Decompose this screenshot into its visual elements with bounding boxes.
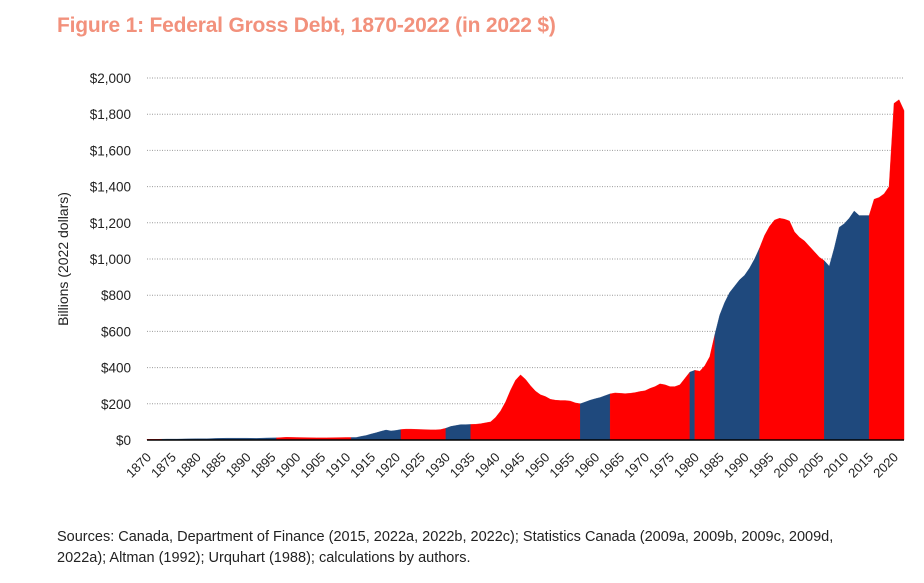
area-segment-1921-1930 — [400, 427, 447, 441]
area-segment-1984-1993 — [714, 248, 760, 441]
area-segment-1911-1921 — [350, 429, 402, 441]
x-tick-label: 1990 — [721, 450, 752, 481]
sources-note: Sources: Canada, Department of Finance (… — [57, 529, 834, 566]
x-tick-label: 1945 — [497, 450, 528, 481]
x-tick-label: 1940 — [472, 450, 503, 481]
y-tick-label: $1,200 — [90, 216, 131, 231]
x-tick-label: 1890 — [223, 450, 254, 481]
area-segment-1930-1935 — [445, 424, 471, 441]
x-tick-label: 1935 — [447, 450, 478, 481]
chart-title: Figure 1: Federal Gross Debt, 1870-2022 … — [57, 14, 556, 37]
y-tick-label: $1,000 — [90, 252, 131, 267]
x-tick-label: 2005 — [795, 450, 826, 481]
x-tick-label: 1955 — [546, 450, 577, 481]
area-segment-2006-2015 — [824, 210, 870, 441]
x-tick-label: 1885 — [198, 450, 229, 481]
x-tick-label: 2000 — [770, 450, 801, 481]
area-segment-1957-1963 — [580, 393, 611, 441]
x-tick-label: 1875 — [148, 450, 179, 481]
y-tick-label: $1,600 — [90, 143, 131, 158]
x-tick-label: 1995 — [746, 450, 777, 481]
y-tick-label: $400 — [101, 361, 131, 376]
x-tick-label: 1930 — [422, 450, 453, 481]
x-tick-label: 1925 — [397, 450, 428, 481]
x-tick-label: 1905 — [297, 450, 328, 481]
area-segment-1979-1980 — [689, 370, 696, 441]
x-tick-label: 1895 — [248, 450, 279, 481]
y-tick-label: $800 — [101, 288, 131, 303]
area-segment-1993-2006 — [759, 218, 825, 441]
y-tick-label: $1,800 — [90, 107, 131, 122]
x-tick-label: 2010 — [820, 450, 851, 481]
x-tick-label: 1975 — [646, 450, 677, 481]
debt-areas — [146, 99, 905, 441]
area-segment-2015-2022 — [868, 99, 905, 441]
y-axis-label: Billions (2022 dollars) — [55, 192, 71, 326]
y-tick-label: $200 — [101, 397, 131, 412]
x-tick-label: 1870 — [123, 450, 154, 481]
y-tick-label: $600 — [101, 324, 131, 339]
x-tick-label: 1985 — [696, 450, 727, 481]
y-tick-label: $0 — [116, 433, 131, 448]
x-tick-label: 1910 — [322, 450, 353, 481]
x-tick-label: 1965 — [596, 450, 627, 481]
x-tick-label: 1980 — [671, 450, 702, 481]
x-tick-label: 2020 — [870, 450, 901, 481]
debt-area-chart: $0 $200 $400 $600 $800 $1,000 $1,200 $1,400 $1,6… — [55, 71, 905, 481]
area-segment-1963-1979 — [609, 371, 691, 441]
y-tick-label: $2,000 — [90, 71, 131, 86]
x-tick-label: 1960 — [571, 450, 602, 481]
area-segment-1935-1957 — [470, 374, 581, 441]
x-tick-label: 1950 — [521, 450, 552, 481]
area-segment-1980-1984 — [694, 334, 715, 441]
y-tick-label: $1,400 — [90, 180, 131, 195]
x-tick-label: 1915 — [347, 450, 378, 481]
x-tick-labels: 1870187518801885189018951900190519101915… — [123, 450, 901, 481]
x-tick-label: 1920 — [372, 450, 403, 481]
x-tick-label: 2015 — [845, 450, 876, 481]
y-tick-labels: $0 $200 $400 $600 $800 $1,000 $1,200 $1,400 $1,6… — [90, 71, 131, 448]
x-tick-label: 1880 — [173, 450, 204, 481]
x-tick-label: 1900 — [272, 450, 303, 481]
x-tick-label: 1970 — [621, 450, 652, 481]
